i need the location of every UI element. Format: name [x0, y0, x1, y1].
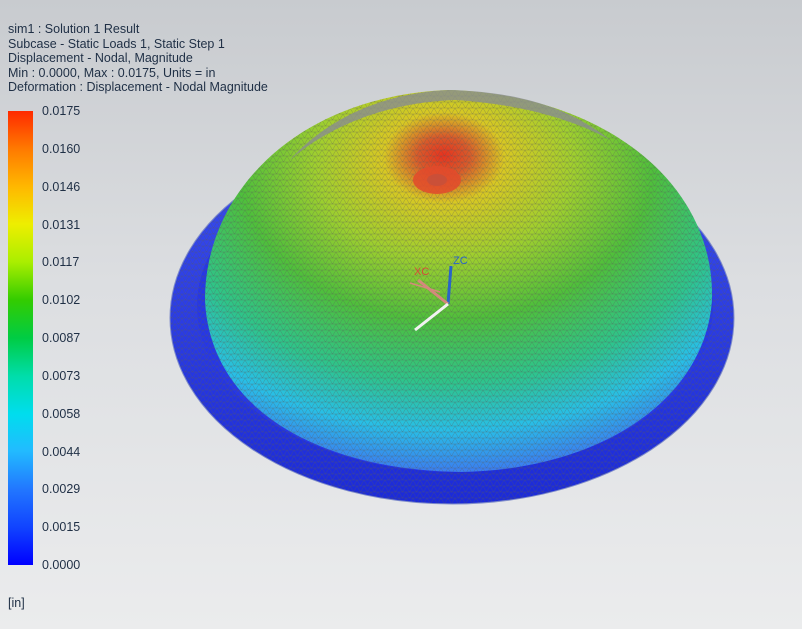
legend-segment [8, 186, 33, 225]
legend-value-label: 0.0117 [42, 255, 80, 270]
result-title: sim1 : Solution 1 Result [8, 22, 140, 36]
legend-value-label: 0.0175 [42, 104, 81, 118]
legend-value-label: 0.0087 [42, 331, 81, 345]
zc-axis-label: ZC [453, 255, 468, 267]
coordinate-triad: ZC XC [409, 255, 468, 332]
legend-segment [8, 527, 33, 565]
legend-segment [8, 337, 33, 376]
legend-value-label: 0.0058 [42, 406, 81, 421]
legend-value-label: 0.0131 [42, 217, 81, 232]
legend-value-label: 0.0073 [42, 368, 81, 383]
color-legend: 0.0175 0.0160 0.0146 0.0131 0.0117 0.0102 0.00… [8, 104, 88, 572]
legend-value-label: 0.0015 [42, 520, 81, 535]
subcase-line: Subcase - Static Loads 1, Static Step 1 [8, 36, 225, 51]
legend-segment [8, 489, 33, 528]
legend-value-label: 0.0146 [42, 179, 81, 194]
legend-segment [8, 111, 33, 149]
deformation-line: Deformation : Displacement - Nodal Magni… [8, 80, 268, 94]
legend-value-label: 0.0160 [42, 141, 81, 156]
dome-mesh [205, 90, 713, 472]
legend-segment [8, 148, 33, 187]
legend-segment [8, 375, 33, 414]
legend-segment [8, 451, 33, 490]
legend-segment [8, 262, 33, 301]
result-header: sim1 : Solution 1 Result Subcase - Stati… [8, 22, 268, 95]
units-label: [in] [8, 596, 25, 610]
legend-color-bar [8, 111, 33, 565]
legend-value-label: 0.0029 [42, 482, 81, 497]
legend-segment [8, 224, 33, 263]
range-line: Min : 0.0000, Max : 0.0175, Units = in [8, 65, 216, 80]
legend-segment [8, 413, 33, 452]
result-type-line: Displacement - Nodal, Magnitude [8, 51, 193, 65]
legend-segment [8, 300, 33, 338]
legend-value-label: 0.0102 [42, 293, 81, 308]
legend-value-label: 0.0044 [42, 444, 81, 459]
legend-value-label: 0.0000 [42, 558, 81, 572]
xc-axis-label: XC [414, 266, 429, 278]
